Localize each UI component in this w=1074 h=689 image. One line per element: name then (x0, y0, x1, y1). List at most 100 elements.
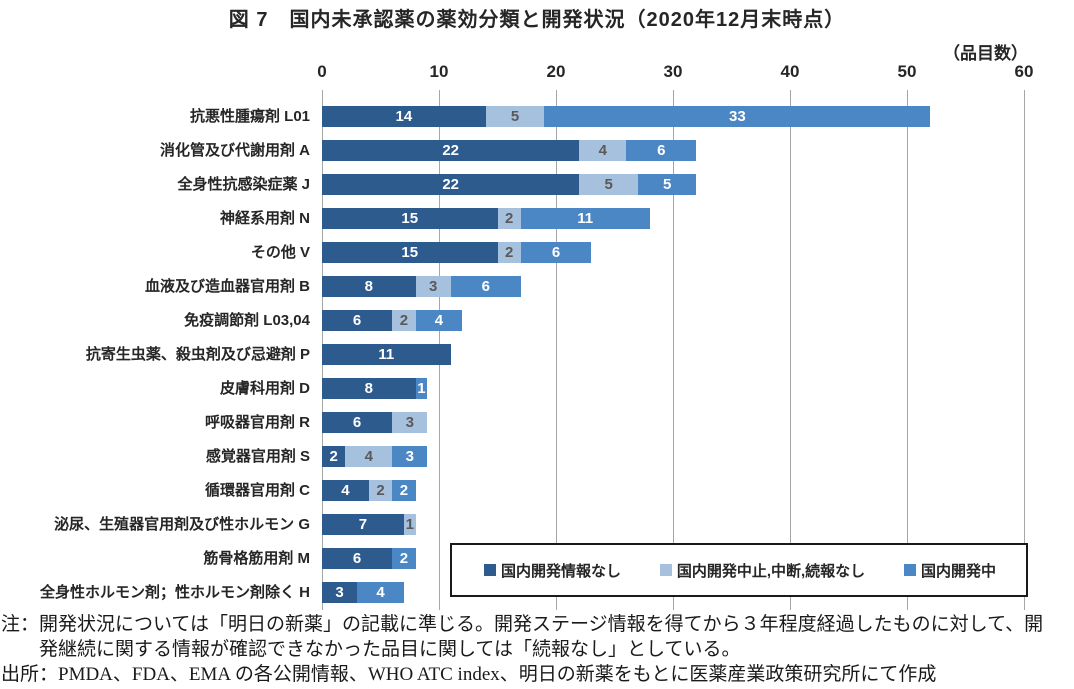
bar-value-label: 6 (352, 550, 362, 567)
bar-value-label: 6 (352, 414, 362, 431)
bar-value-label: 1 (405, 516, 414, 533)
bar-value-label: 11 (378, 346, 395, 363)
bar-value-label: 4 (376, 584, 385, 601)
legend-item: 国内開発情報なし (484, 560, 621, 581)
bar-segment: 22 (322, 174, 580, 195)
legend-swatch (903, 564, 916, 576)
bar-value-label: 1 (417, 380, 426, 397)
bar-value-label: 3 (428, 278, 438, 295)
bar-row: 8 3 6 (322, 276, 521, 297)
x-tick-label: 0 (317, 62, 327, 81)
x-tick-label: 60 (1014, 62, 1034, 81)
bar-segment: 5 (637, 174, 697, 195)
category-label: 血液及び造血器官用剤 B (144, 278, 310, 295)
plot-area: 14 5 33 22 4 6 22 5 5 15 2 11 15 2 6 8 3 6 6 2 4 11 8 1 6 3 2 4 3 4 2 2… (322, 90, 1025, 610)
bar-segment: 11 (520, 208, 650, 229)
bar-segment: 6 (322, 548, 393, 569)
category-label: 免疫調節剤 L03,04 (184, 312, 310, 329)
bar-segment: 2 (322, 446, 346, 467)
x-tick-label: 10 (429, 62, 449, 81)
bar-row: 14 5 33 (322, 106, 931, 127)
bar-segment: 22 (322, 140, 580, 161)
category-label: 消化管及び代謝用剤 A (159, 142, 310, 159)
bar-value-label: 2 (505, 244, 514, 261)
bar-segment: 2 (392, 310, 416, 331)
category-label: 循環器官用剤 C (204, 482, 310, 499)
bar-value-label: 5 (604, 176, 613, 193)
x-tick-label: 30 (663, 62, 683, 81)
bar-value-label: 7 (358, 516, 368, 533)
bar-value-label: 15 (401, 244, 419, 261)
bar-segment: 2 (368, 480, 393, 501)
source-line: 出所：PMDA、FDA、EMA の各公開情報、WHO ATC index、明日の… (1, 664, 937, 685)
bar-segment: 11 (322, 344, 451, 365)
bar-row: 15 2 11 (322, 208, 650, 229)
legend-item: 国内開発中止,中断,続報なし (659, 560, 866, 581)
bar-segment: 14 (322, 106, 486, 127)
bar-value-label: 22 (442, 176, 460, 193)
bar-value-label: 2 (399, 482, 409, 499)
gridline (673, 90, 674, 610)
bar-segment: 5 (485, 106, 545, 127)
category-label: 皮膚科用剤 D (219, 380, 310, 397)
bar-value-label: 6 (551, 244, 561, 261)
bar-value-label: 3 (335, 584, 344, 601)
legend-label: 国内開発情報なし (501, 562, 622, 580)
x-tick-label: 40 (780, 62, 800, 81)
bar-value-label: 4 (598, 142, 607, 159)
bar-segment: 1 (403, 514, 416, 535)
bar-segment: 3 (415, 276, 451, 297)
axis-unit-label: （品目数） (943, 44, 1028, 63)
bar-segment: 3 (392, 446, 428, 467)
figure-title: 図 7 国内未承認薬の薬効分類と開発状況（2020年12月末時点） (228, 9, 846, 31)
bar-value-label: 5 (662, 176, 672, 193)
bar-value-label: 2 (399, 312, 409, 329)
note-line-1: 注：開発状況については「明日の新薬」の記載に準じる。開発ステージ情報を得てから３… (1, 614, 1044, 635)
legend-swatch (484, 564, 496, 576)
category-label: 神経系用剤 N (219, 210, 310, 227)
legend-box: 国内開発情報なし 国内開発中止,中断,続報なし 国内開発中 (450, 543, 1028, 597)
bar-value-label: 8 (364, 380, 373, 397)
bar-row: 15 2 6 (322, 242, 592, 263)
legend-label: 国内開発中止,中断,続報なし (676, 562, 866, 580)
bar-value-label: 8 (364, 278, 373, 295)
bar-value-label: 22 (442, 142, 460, 159)
bar-segment: 6 (626, 140, 697, 161)
category-label: 呼吸器官用剤 R (204, 414, 310, 431)
category-label: 抗悪性腫瘍剤 L01 (189, 108, 310, 125)
bar-value-label: 2 (399, 550, 409, 567)
gridline (556, 90, 557, 610)
x-tick-label: 20 (546, 62, 566, 81)
note-line-2: 発継続に関する情報が確認できなかった品目に関しては「続報なし」としている。 (39, 639, 741, 660)
bar-value-label: 4 (434, 312, 444, 329)
bar-segment: 15 (322, 208, 498, 229)
bar-value-label: 11 (577, 210, 594, 227)
bar-segment: 2 (392, 548, 416, 569)
legend-item: 国内開発中 (903, 560, 996, 581)
bar-value-label: 2 (376, 482, 385, 499)
legend-swatch (659, 564, 672, 576)
legend-label: 国内開発中 (920, 562, 996, 580)
bar-value-label: 2 (329, 448, 338, 465)
bar-value-label: 15 (401, 210, 419, 227)
bar-segment: 4 (345, 446, 393, 467)
bar-value-label: 14 (395, 108, 413, 125)
bar-segment: 2 (392, 480, 416, 501)
bar-row: 22 4 6 (322, 140, 697, 161)
bar-segment: 15 (322, 242, 498, 263)
bar-segment: 5 (579, 174, 638, 195)
category-label: 抗寄生虫薬、殺虫剤及び忌避剤 P (85, 346, 310, 363)
category-label: 筋骨格筋用剤 M (203, 550, 310, 567)
bar-segment: 3 (322, 582, 358, 603)
bar-segment: 2 (497, 242, 521, 263)
bar-value-label: 6 (352, 312, 362, 329)
bar-segment: 6 (322, 310, 393, 331)
bar-segment: 3 (392, 412, 428, 433)
bar-segment: 6 (322, 412, 393, 433)
gridline (1024, 90, 1025, 610)
bar-segment: 4 (357, 582, 404, 603)
gridline (907, 90, 908, 610)
